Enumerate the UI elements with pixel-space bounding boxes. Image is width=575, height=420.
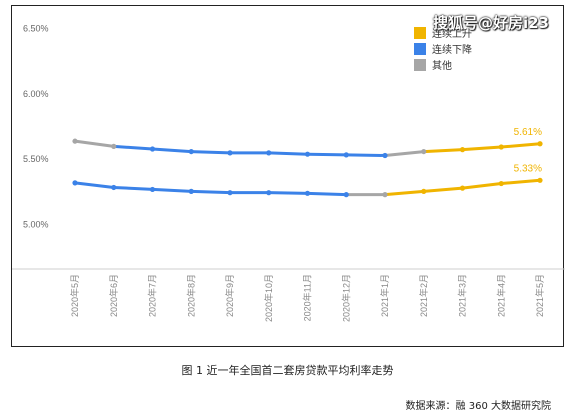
series-line-segment: [422, 186, 464, 193]
y-tick-label: 6.50%: [23, 24, 49, 34]
data-point: [537, 177, 543, 183]
legend-label: 连续上升: [432, 27, 472, 40]
data-point: [459, 185, 466, 191]
series-line-segment: [189, 189, 232, 195]
x-tick-label: 2020年8月: [185, 274, 196, 317]
chart-frame: 6.50% 6.00% 5.50% 5.00% 2020年5月 2020年6月 2020年7…: [11, 5, 565, 347]
data-point: [537, 141, 543, 147]
series-line-segment: [189, 150, 232, 155]
x-tick-label: 2021年3月: [457, 274, 468, 317]
series-line-segment: [383, 189, 426, 197]
x-tick-label: 2020年10月: [263, 274, 274, 322]
series-line-segment: [344, 153, 387, 158]
data-point: [266, 150, 272, 156]
data-point: [304, 151, 311, 157]
data-point: [149, 186, 156, 193]
legend-swatch: [414, 27, 426, 39]
x-tick-label: 2020年12月: [340, 274, 351, 322]
data-point: [111, 143, 117, 149]
data-source-note: 数据来源：融 360 大数据研究院: [405, 401, 551, 412]
series-line-segment: [461, 145, 503, 152]
data-point: [227, 190, 233, 196]
data-point: [304, 190, 311, 196]
series-line-segment: [499, 142, 542, 149]
legend-label: 连续下降: [432, 43, 472, 56]
data-point: [421, 148, 427, 155]
series-line-segment: [73, 181, 116, 189]
data-point: [227, 150, 233, 156]
series-line-segment: [151, 187, 193, 193]
watermark-text: 搜狐号@好房i23: [432, 14, 549, 32]
y-tick-label: 5.00%: [23, 219, 49, 229]
x-tick-label: 2021年1月: [379, 274, 390, 317]
data-point: [72, 138, 78, 144]
y-tick-label: 5.50%: [23, 154, 49, 164]
series-line-segment: [499, 178, 542, 186]
data-point: [421, 188, 427, 194]
end-value-label: 5.33%: [514, 163, 542, 174]
data-point: [382, 152, 388, 159]
x-tick-label: 2020年7月: [147, 274, 158, 317]
series-line-segment: [112, 185, 154, 191]
legend-label: 其他: [432, 59, 452, 72]
figure-caption: 图 1 近一年全国首二套房贷款平均利率走势: [181, 364, 394, 377]
data-point: [266, 190, 272, 196]
x-tick-label: 2021年4月: [495, 274, 506, 317]
series-line-segment: [151, 147, 193, 154]
series-line-segment: [267, 151, 309, 156]
series-line-segment: [461, 182, 503, 190]
series-line-segment: [422, 148, 464, 154]
data-point: [149, 146, 156, 152]
x-tick-label: 2020年9月: [224, 274, 235, 317]
legend-swatch: [414, 59, 426, 71]
legend-swatch: [414, 43, 426, 55]
series-line-segment: [306, 191, 348, 197]
series-line-segment: [73, 139, 116, 148]
series-line-segment: [112, 144, 154, 151]
series-line-segment: [306, 152, 348, 157]
line-chart: 6.50% 6.00% 5.50% 5.00% 2020年5月 2020年6月 2020年7…: [12, 24, 565, 322]
end-value-label: 5.61%: [514, 127, 542, 138]
x-tick-label: 2020年6月: [108, 274, 119, 317]
x-tick-label: 2020年5月: [69, 274, 80, 317]
series-line-segment: [383, 150, 426, 158]
data-point: [498, 144, 504, 150]
y-tick-label: 6.00%: [23, 89, 49, 99]
x-tick-label: 2020年11月: [302, 274, 313, 321]
data-point: [382, 192, 388, 198]
data-point: [343, 192, 349, 198]
x-tick-label: 2021年2月: [418, 274, 429, 317]
data-point: [72, 180, 78, 186]
x-tick-label: 2021年5月: [534, 274, 545, 317]
data-point: [459, 147, 466, 153]
series-line-segment: [267, 191, 309, 195]
data-point: [111, 184, 117, 191]
data-point: [498, 180, 504, 187]
data-point: [188, 188, 194, 194]
data-point: [343, 152, 349, 158]
data-point: [188, 148, 194, 155]
